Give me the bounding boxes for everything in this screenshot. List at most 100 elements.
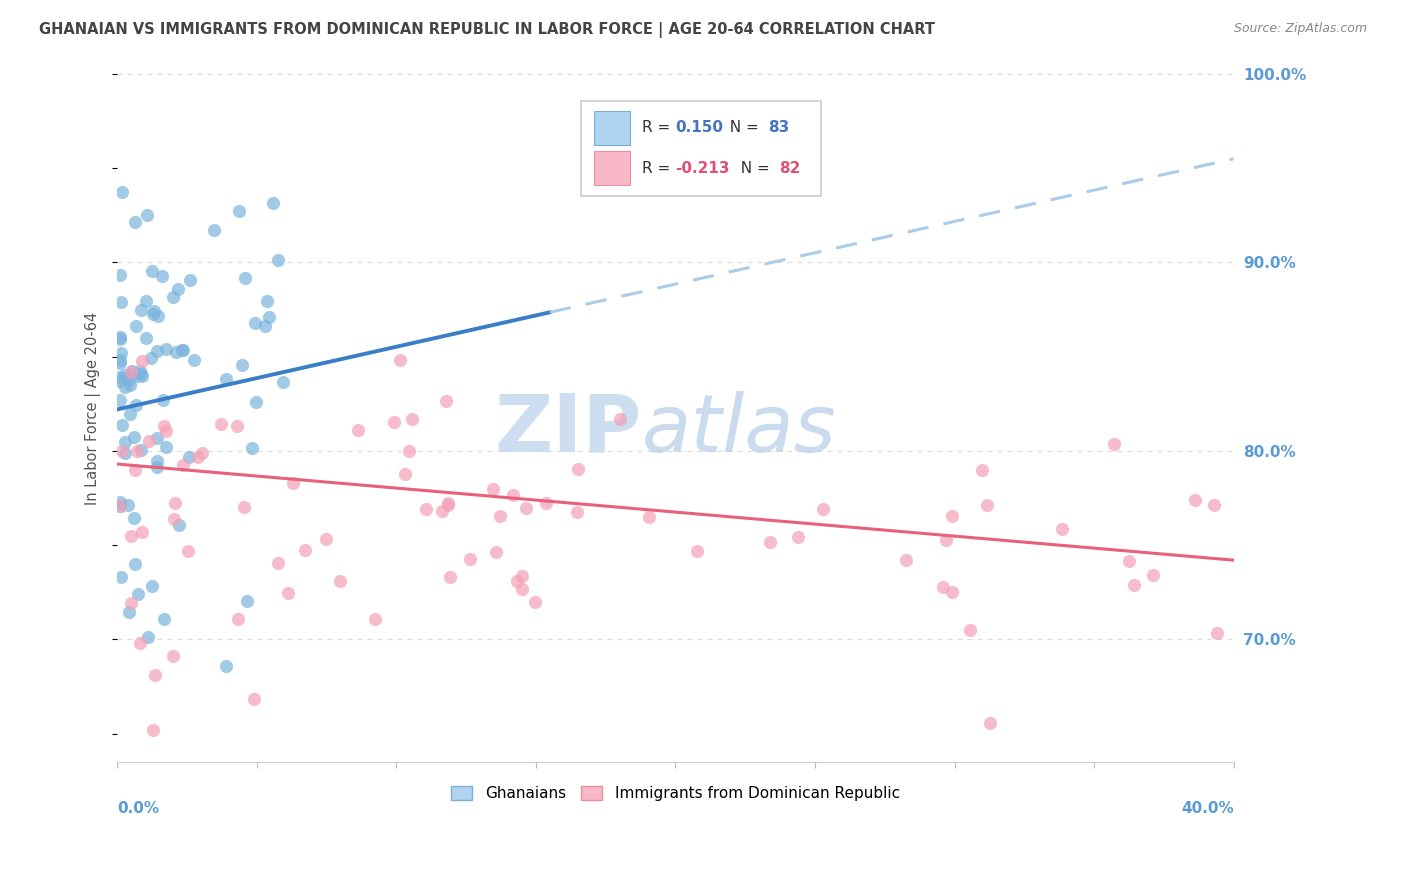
- Point: [970, 463, 993, 477]
- Point: [141, 579, 163, 593]
- Point: [120, 407, 142, 421]
- Point: [484, 544, 506, 558]
- Point: [415, 502, 437, 516]
- Point: [124, 215, 146, 229]
- Point: [686, 544, 709, 558]
- Point: [394, 467, 416, 482]
- Point: [786, 530, 808, 544]
- Y-axis label: In Labor Force | Age 20-64: In Labor Force | Age 20-64: [86, 312, 101, 505]
- Point: [145, 454, 167, 468]
- Point: [257, 310, 280, 325]
- Point: [163, 512, 186, 526]
- Point: [153, 419, 176, 434]
- Point: [941, 585, 963, 599]
- Point: [143, 303, 166, 318]
- Point: [515, 500, 537, 515]
- Point: [108, 352, 131, 367]
- Point: [976, 498, 998, 512]
- Point: [117, 498, 139, 512]
- Point: [155, 424, 177, 438]
- Point: [136, 630, 159, 644]
- Point: [172, 343, 194, 358]
- Point: [108, 356, 131, 370]
- Point: [129, 364, 152, 378]
- Point: [125, 318, 148, 333]
- Point: [125, 398, 148, 412]
- Point: [155, 440, 177, 454]
- Point: [437, 496, 460, 510]
- Text: 40.0%: 40.0%: [1181, 801, 1233, 815]
- Point: [506, 574, 529, 588]
- Point: [139, 351, 162, 365]
- Point: [162, 290, 184, 304]
- Point: [138, 434, 160, 449]
- Point: [232, 500, 254, 514]
- Point: [142, 307, 165, 321]
- Point: [183, 353, 205, 368]
- Point: [131, 525, 153, 540]
- Point: [122, 430, 145, 444]
- Point: [143, 668, 166, 682]
- Point: [1122, 577, 1144, 591]
- Point: [315, 533, 337, 547]
- Point: [226, 612, 249, 626]
- Point: [896, 552, 918, 566]
- Point: [482, 482, 505, 496]
- Point: [128, 636, 150, 650]
- Point: [120, 366, 142, 380]
- Point: [1202, 498, 1225, 512]
- Point: [262, 196, 284, 211]
- Point: [153, 612, 176, 626]
- Point: [935, 533, 957, 547]
- Point: [115, 369, 138, 384]
- Point: [388, 353, 411, 368]
- Point: [235, 593, 257, 607]
- Point: [1102, 437, 1125, 451]
- Point: [271, 375, 294, 389]
- Point: [638, 510, 661, 524]
- Point: [294, 543, 316, 558]
- Text: 83: 83: [768, 120, 789, 136]
- Point: [124, 463, 146, 477]
- Point: [118, 373, 141, 387]
- Point: [114, 434, 136, 449]
- Point: [209, 417, 232, 431]
- Point: [1052, 522, 1074, 536]
- Point: [242, 441, 264, 455]
- Text: Source: ZipAtlas.com: Source: ZipAtlas.com: [1233, 22, 1367, 36]
- Point: [941, 509, 963, 524]
- Point: [172, 343, 194, 358]
- Point: [146, 459, 169, 474]
- Point: [150, 268, 173, 283]
- Point: [567, 461, 589, 475]
- Point: [108, 268, 131, 283]
- Point: [110, 294, 132, 309]
- Text: 0.0%: 0.0%: [117, 801, 159, 815]
- Point: [439, 570, 461, 584]
- Point: [346, 423, 368, 437]
- Point: [111, 186, 134, 200]
- Point: [110, 499, 132, 513]
- Point: [245, 395, 267, 409]
- Point: [329, 574, 352, 588]
- Point: [187, 450, 209, 465]
- Point: [401, 412, 423, 426]
- Point: [114, 368, 136, 383]
- Point: [430, 504, 453, 518]
- Point: [172, 458, 194, 473]
- Point: [114, 380, 136, 394]
- Point: [142, 723, 165, 737]
- Point: [110, 570, 132, 584]
- Point: [536, 496, 558, 510]
- Point: [215, 658, 238, 673]
- Point: [979, 715, 1001, 730]
- Point: [228, 203, 250, 218]
- Text: GHANAIAN VS IMMIGRANTS FROM DOMINICAN REPUBLIC IN LABOR FORCE | AGE 20-64 CORREL: GHANAIAN VS IMMIGRANTS FROM DOMINICAN RE…: [39, 22, 935, 38]
- Point: [135, 331, 157, 345]
- Text: 0.150: 0.150: [675, 120, 724, 136]
- Point: [165, 495, 187, 509]
- Point: [1184, 492, 1206, 507]
- Point: [1206, 626, 1229, 640]
- Point: [267, 252, 290, 267]
- Point: [136, 208, 159, 222]
